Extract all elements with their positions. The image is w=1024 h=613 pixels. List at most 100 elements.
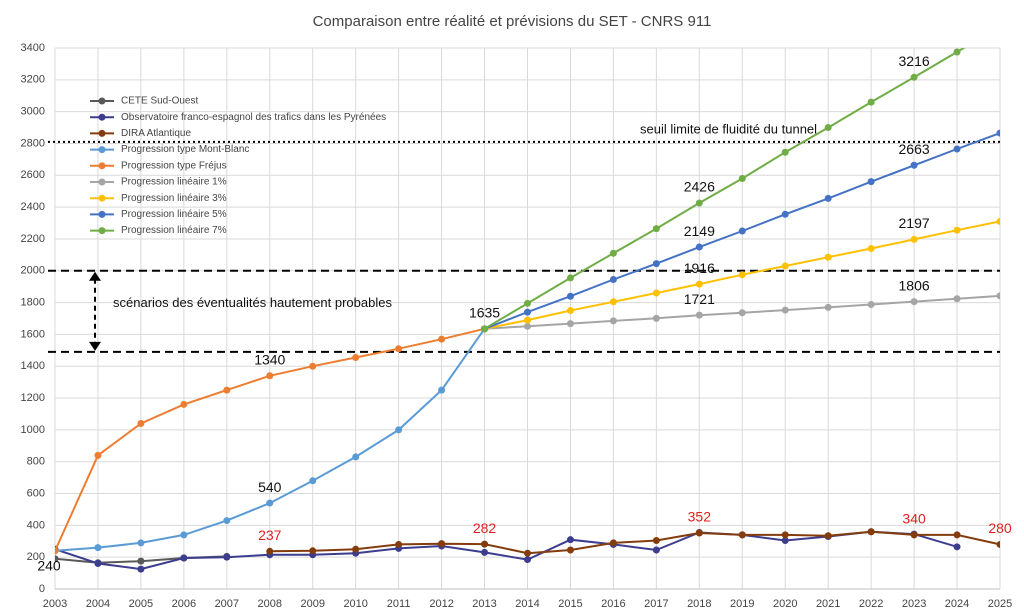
- data-point: [824, 253, 832, 261]
- series-line: [55, 530, 958, 571]
- legend-marker: [98, 162, 106, 170]
- data-point: [481, 540, 489, 548]
- data-point: [566, 536, 574, 544]
- data-point: [867, 98, 875, 106]
- data-point: [137, 565, 145, 573]
- y-tick-label: 1600: [21, 328, 45, 340]
- data-point: [738, 174, 746, 182]
- data-point: [566, 320, 574, 328]
- data-point: [953, 543, 961, 551]
- data-point: [867, 244, 875, 252]
- data-point: [609, 276, 617, 284]
- data-point: [566, 274, 574, 282]
- data-point: [824, 194, 832, 202]
- series: [266, 528, 1000, 557]
- series-line: [269, 530, 1000, 555]
- x-tick-label: 2009: [300, 598, 324, 610]
- data-point: [996, 129, 1000, 137]
- data-point: [652, 289, 660, 297]
- data-point: [953, 226, 961, 234]
- y-tick-label: 2000: [21, 265, 45, 277]
- data-point: [738, 531, 746, 539]
- legend-marker: [98, 194, 106, 202]
- x-tick-label: 2013: [472, 598, 496, 610]
- legend-label: Progression linéaire 7%: [121, 225, 227, 236]
- data-point: [910, 161, 918, 169]
- y-tick-label: 1000: [21, 424, 45, 436]
- data-point: [137, 557, 145, 565]
- data-point: [867, 300, 875, 308]
- data-point: [55, 547, 59, 555]
- x-tick-label: 2016: [601, 598, 625, 610]
- data-point: [781, 306, 789, 314]
- x-tick-label: 2017: [644, 598, 668, 610]
- data-point: [824, 124, 832, 132]
- data-point: [524, 308, 531, 316]
- data-label: 280: [988, 520, 1012, 536]
- data-point: [695, 199, 703, 207]
- x-tick-label: 2003: [43, 598, 67, 610]
- data-point: [996, 292, 1000, 300]
- data-point: [223, 517, 231, 525]
- data-point: [395, 540, 403, 548]
- data-label: 1916: [684, 260, 715, 276]
- y-tick-label: 800: [27, 456, 45, 468]
- data-point: [352, 353, 360, 361]
- data-point: [395, 345, 403, 353]
- x-tick-label: 2010: [343, 598, 367, 610]
- data-label: 1635: [469, 305, 500, 321]
- data-point: [695, 529, 703, 537]
- data-point: [910, 531, 918, 539]
- legend-marker: [98, 113, 106, 121]
- data-point: [781, 536, 789, 544]
- data-point: [566, 546, 574, 554]
- data-point: [266, 499, 274, 507]
- data-point: [824, 303, 832, 311]
- data-point: [953, 531, 961, 539]
- data-point: [910, 235, 918, 243]
- y-tick-label: 2800: [21, 137, 45, 149]
- x-tick-label: 2006: [172, 598, 196, 610]
- legend-label: Progression linéaire 1%: [121, 177, 227, 188]
- y-tick-label: 200: [27, 551, 45, 563]
- x-tick-label: 2018: [687, 598, 711, 610]
- data-point: [953, 295, 961, 303]
- data-point: [94, 560, 102, 568]
- data-point: [738, 271, 746, 279]
- data-label: 240: [37, 558, 61, 574]
- y-tick-label: 2200: [21, 233, 45, 245]
- data-point: [395, 426, 403, 434]
- x-tick-label: 2012: [429, 598, 453, 610]
- x-tick-label: 2020: [773, 598, 797, 610]
- legend-marker: [98, 178, 106, 186]
- data-point: [738, 309, 746, 317]
- data-point: [910, 73, 918, 81]
- data-point: [137, 539, 145, 547]
- data-point: [180, 531, 188, 539]
- data-point: [223, 386, 231, 394]
- x-tick-label: 2025: [988, 598, 1012, 610]
- data-point: [824, 532, 832, 540]
- data-point: [652, 536, 660, 544]
- data-point: [481, 548, 489, 556]
- data-point: [609, 249, 617, 257]
- data-point: [695, 280, 703, 288]
- data-point: [524, 322, 531, 330]
- y-tick-label: 3000: [21, 106, 45, 118]
- data-point: [524, 299, 531, 307]
- legend-marker: [98, 227, 106, 235]
- reference-label: seuil limite de fluidité du tunnel: [640, 121, 817, 136]
- data-point: [996, 217, 1000, 225]
- data-point: [652, 314, 660, 322]
- data-point: [695, 243, 703, 251]
- x-tick-label: 2022: [859, 598, 883, 610]
- data-point: [566, 307, 574, 315]
- data-point: [867, 178, 875, 186]
- data-point: [223, 553, 231, 561]
- data-point: [266, 547, 274, 555]
- x-tick-label: 2011: [387, 598, 411, 610]
- data-point: [953, 145, 961, 153]
- arrow-head: [89, 271, 101, 281]
- data-point: [94, 544, 102, 552]
- y-tick-label: 0: [39, 583, 45, 595]
